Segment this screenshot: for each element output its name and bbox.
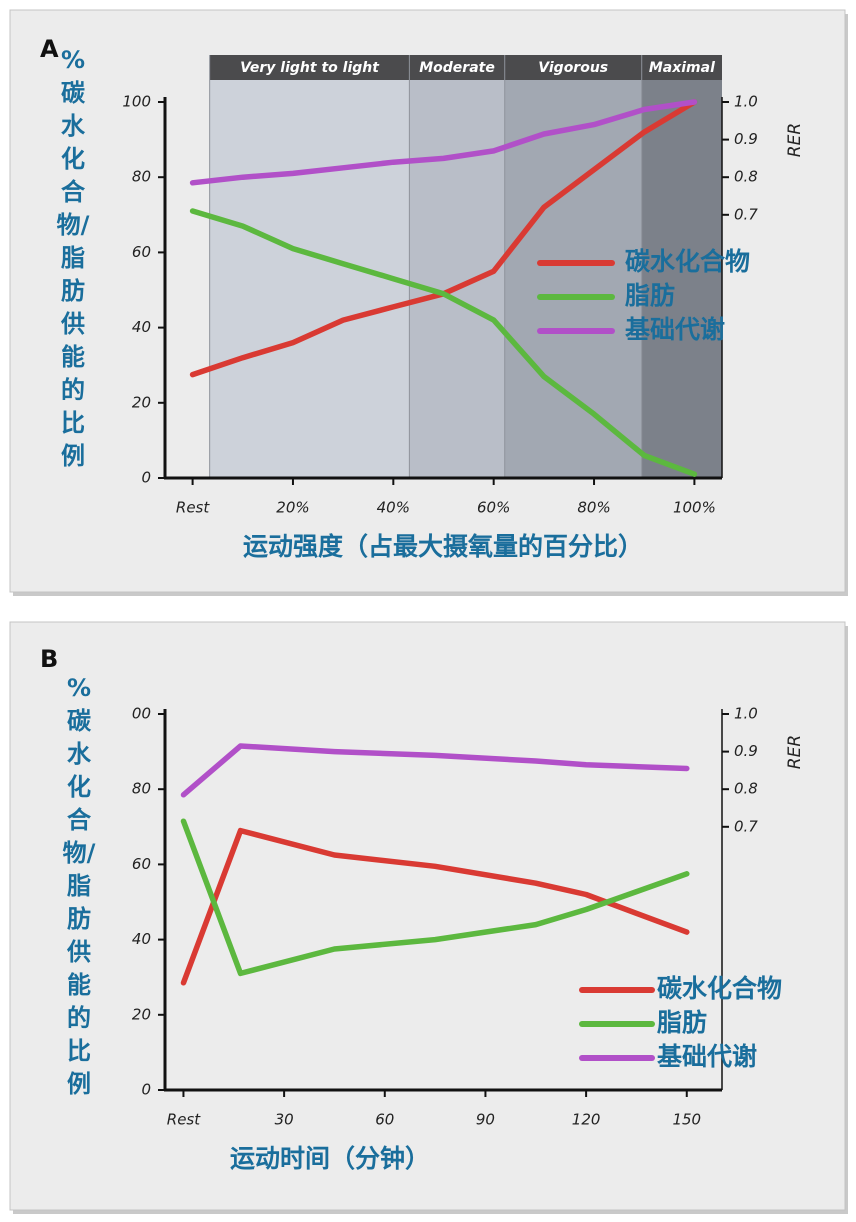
legend-label: 脂肪: [625, 281, 675, 310]
x-tick-label: 80%: [577, 499, 610, 517]
panel: [9, 621, 846, 1211]
x-tick-label: 30: [275, 1111, 294, 1129]
y-tick-label: 0: [141, 1081, 151, 1099]
y2-tick-label: 1.0: [734, 705, 758, 723]
series-line: [189, 99, 698, 186]
zone-header: [641, 55, 722, 80]
legend-label: 基础代谢: [625, 315, 725, 344]
y-tick-label: 100: [122, 93, 151, 111]
zone-label: Vigorous: [538, 60, 608, 76]
y-tick-label: 60: [132, 855, 151, 873]
y2-tick-label: 0.9: [734, 742, 758, 760]
y-tick-label: 20: [132, 1005, 151, 1023]
y-tick-label: 40: [132, 930, 151, 948]
legend-label: 脂肪: [657, 1008, 707, 1037]
x-axis-label: 运动时间（分钟）: [230, 1144, 430, 1173]
y2-tick-label: 0.7: [734, 205, 758, 223]
y-tick-label: 00: [132, 705, 151, 723]
y2-tick-label: 0.8: [734, 780, 758, 798]
series-line: [180, 743, 690, 798]
y2-tick-label: 0.9: [734, 130, 758, 148]
legend-label: 基础代谢: [657, 1042, 757, 1071]
zone-header: [409, 55, 505, 80]
panel-label: A: [40, 35, 59, 63]
zone: [209, 80, 410, 478]
y-tick-label: 80: [132, 168, 151, 186]
zone: [641, 80, 722, 478]
zone-label: Maximal: [649, 60, 715, 76]
zone-label: Moderate: [419, 60, 495, 76]
x-tick-label: 150: [672, 1111, 701, 1129]
y-tick-label: 40: [132, 318, 151, 336]
zone: [504, 80, 642, 478]
x-tick-label: 60%: [477, 499, 510, 517]
series-line: [180, 818, 690, 977]
legend-label: 碳水化合物: [657, 974, 782, 1003]
y-axis-label: %碳水化合物/脂肪供能的比例: [56, 46, 90, 470]
zone: [409, 80, 505, 478]
y-tick-label: 0: [141, 469, 151, 487]
x-tick-label: Rest: [176, 499, 210, 517]
x-tick-label: 40%: [377, 499, 410, 517]
x-tick-label: 20%: [276, 499, 309, 517]
y2-axis-label: RER: [785, 735, 805, 769]
zone-header: [504, 55, 642, 80]
series-line: [189, 208, 698, 477]
y2-tick-label: 0.8: [734, 168, 758, 186]
zone-label: Very light to light: [240, 60, 380, 76]
y-tick-label: 60: [132, 243, 151, 261]
x-tick-label: 90: [476, 1111, 495, 1129]
panel-label: B: [40, 645, 58, 673]
series-line: [180, 827, 690, 986]
zone-header: [209, 55, 410, 80]
y2-tick-label: 0.7: [734, 817, 758, 835]
legend-label: 碳水化合物: [625, 247, 750, 276]
x-tick-label: 100%: [673, 499, 716, 517]
y-tick-label: 80: [132, 780, 151, 798]
x-tick-label: 60: [375, 1111, 394, 1129]
y2-axis-label: RER: [785, 123, 805, 157]
y-tick-label: 20: [132, 393, 151, 411]
x-tick-label: 120: [572, 1111, 601, 1129]
y2-tick-label: 1.0: [734, 93, 758, 111]
x-axis-label: 运动强度（占最大摄氧量的百分比）: [243, 532, 643, 561]
y-axis-label: %碳水化合物/脂肪供能的比例: [62, 674, 96, 1098]
x-tick-label: Rest: [167, 1111, 201, 1129]
